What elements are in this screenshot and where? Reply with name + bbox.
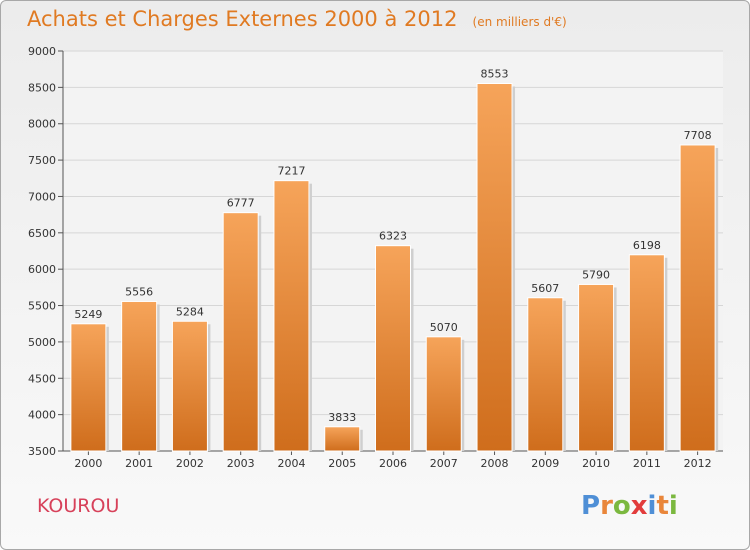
bar-2008 <box>476 83 513 452</box>
x-tick-label: 2008 <box>481 457 509 470</box>
x-tick-label: 2012 <box>684 457 712 470</box>
data-label: 6777 <box>227 197 255 210</box>
bar-2006 <box>375 245 411 452</box>
data-labels: 5249 5556 5284 6777 7217 3833 6323 5070 8553 5607… <box>74 68 711 424</box>
x-tick-label: 2007 <box>430 457 458 470</box>
data-label: 5070 <box>430 321 458 334</box>
brand-logo[interactable]: Proxiti <box>581 491 678 521</box>
data-label: 5607 <box>531 282 559 295</box>
axes: 3500 4000 4500 5000 5500 6000 6500 7000 7500 8000… <box>28 45 723 470</box>
chart-title: Achats et Charges Externes 2000 à 2012 <box>27 7 458 31</box>
data-label: 5284 <box>176 305 204 318</box>
brand-letter: t <box>656 491 669 521</box>
brand-letter: P <box>581 491 601 521</box>
y-tick-label: 6500 <box>28 227 56 240</box>
brand-letter: o <box>612 491 631 521</box>
x-tick-label: 2001 <box>125 457 153 470</box>
data-label: 7217 <box>277 165 305 178</box>
y-tick-label: 9000 <box>28 45 56 58</box>
data-label: 6198 <box>633 239 661 252</box>
x-tick-label: 2011 <box>633 457 661 470</box>
brand-letter: i <box>647 491 657 521</box>
bar-2004 <box>273 180 310 452</box>
bar-2012 <box>679 144 716 452</box>
title-row: Achats et Charges Externes 2000 à 2012 (… <box>27 7 567 31</box>
y-tick-label: 4500 <box>28 372 56 385</box>
bar-2009 <box>527 297 564 452</box>
bar-2010 <box>578 283 615 452</box>
y-tick-label: 8500 <box>28 81 56 94</box>
y-tick-label: 5500 <box>28 300 56 313</box>
x-tick-label: 2000 <box>74 457 102 470</box>
x-tick-label: 2003 <box>227 457 255 470</box>
x-tick-label: 2005 <box>328 457 356 470</box>
data-label: 8553 <box>481 68 509 81</box>
y-tick-label: 5000 <box>28 336 56 349</box>
bar-2002 <box>171 320 208 452</box>
bar-2003 <box>222 212 259 452</box>
data-label: 3833 <box>328 411 356 424</box>
brand-letter: i <box>668 491 678 521</box>
bar-2005 <box>324 426 361 452</box>
data-label: 6323 <box>379 230 407 243</box>
bar-2011 <box>628 254 665 452</box>
bars <box>70 83 719 452</box>
brand-letter: x <box>630 491 648 521</box>
brand-letter: r <box>600 491 613 521</box>
bar-2000 <box>70 323 107 452</box>
city-name: KOUROU <box>37 495 120 517</box>
y-tick-label: 3500 <box>28 445 56 458</box>
data-label: 5556 <box>125 285 153 298</box>
chart-subtitle: (en milliers d'€) <box>472 15 567 29</box>
y-tick-label: 6000 <box>28 263 56 276</box>
data-label: 5790 <box>582 268 610 281</box>
y-tick-label: 8000 <box>28 118 56 131</box>
x-tick-label: 2002 <box>176 457 204 470</box>
x-tick-label: 2009 <box>531 457 559 470</box>
bar-2001 <box>121 300 158 452</box>
bar-2007 <box>425 336 462 452</box>
y-tick-label: 7500 <box>28 154 56 167</box>
y-tick-label: 7000 <box>28 190 56 203</box>
data-label: 7708 <box>684 129 712 142</box>
x-tick-label: 2004 <box>277 457 305 470</box>
y-tick-label: 4000 <box>28 409 56 422</box>
x-tick-label: 2006 <box>379 457 407 470</box>
data-label: 5249 <box>74 308 102 321</box>
x-tick-label: 2010 <box>582 457 610 470</box>
